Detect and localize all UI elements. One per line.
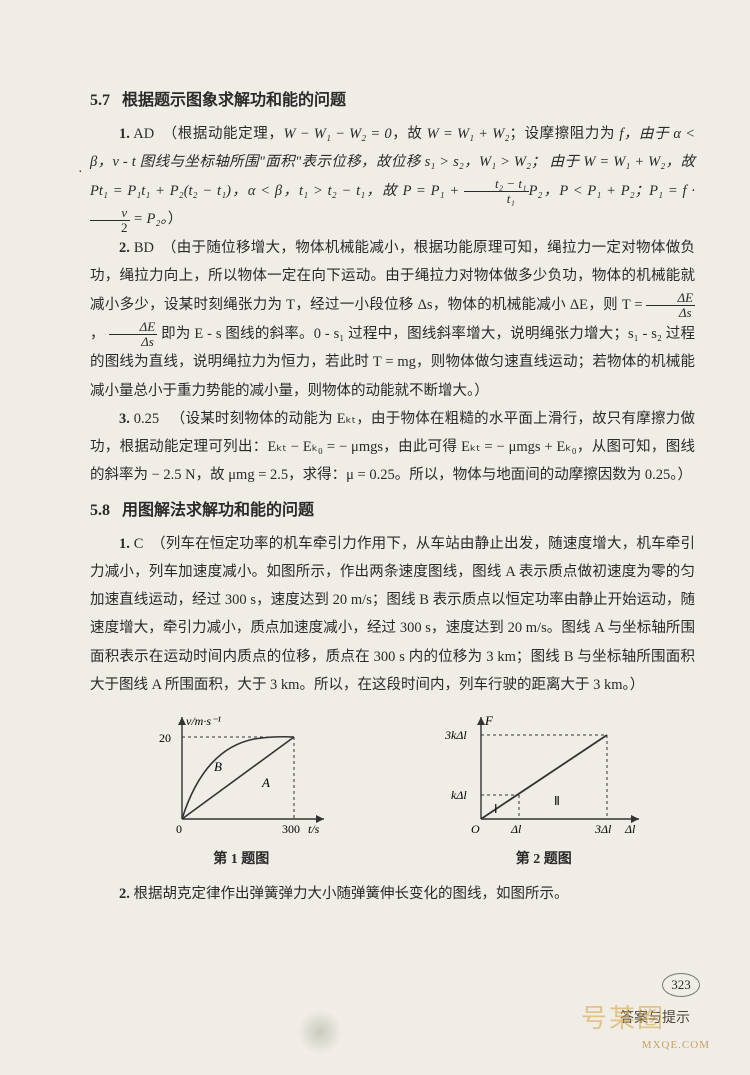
q57-3: 3. 0.25 （设某时刻物体的动能为 Eₖₜ，由于物体在粗糙的水平面上滑行，故…	[90, 405, 695, 490]
eq: W − W₁ − W₂ = 0	[283, 126, 391, 142]
page: 5.7 根据题示图象求解功和能的问题 · 1. AD （根据动能定理，W − W…	[0, 0, 750, 1075]
q58-2: 2. 根据胡克定律作出弹簧弹力大小随弹簧伸长变化的图线，如图所示。	[90, 880, 695, 908]
txt: ，	[90, 326, 105, 342]
section-number: 5.8	[90, 502, 110, 519]
section-title: 根据题示图象求解功和能的问题	[122, 92, 346, 109]
ymax-label: 20	[159, 731, 171, 745]
q-label: 2.	[119, 886, 130, 902]
figure-1: 20 v/m·s⁻¹ B A 0 300 t/s 第 1 题图	[90, 709, 393, 868]
num: t₂ − t₁	[464, 177, 529, 192]
den: 2	[90, 221, 130, 235]
figures-row: 20 v/m·s⁻¹ B A 0 300 t/s 第 1 题图	[90, 709, 695, 868]
num: ΔE	[646, 291, 695, 306]
num: ΔE	[109, 320, 158, 335]
txt: 根据动能定理，	[178, 126, 284, 142]
section-title: 用图解法求解功和能的问题	[122, 502, 314, 519]
region-1: Ⅰ	[494, 802, 498, 816]
bullet-dot: ·	[78, 165, 83, 181]
fraction: v2	[90, 206, 130, 234]
origin: 0	[176, 822, 182, 836]
den: t₁	[464, 192, 529, 206]
txt: （由于随位移增大，物体机械能减小，根据功能原理可知，绳拉力一定对物体做负功，绳拉…	[90, 240, 695, 313]
xmax-label: 300	[282, 822, 300, 836]
watermark-url: MXQE.COM	[642, 1039, 710, 1051]
eq: W = W₁ + W₂	[427, 126, 510, 142]
txt: = P₂。	[130, 211, 168, 227]
den: Δs	[646, 306, 695, 320]
ylabel: v/m·s⁻¹	[186, 714, 221, 728]
region-2: Ⅱ	[554, 794, 560, 808]
smudge-mark	[300, 1007, 340, 1057]
txt: （列车在恒定功率的机车牵引力作用下，从车站由静止出发，随速度增大，机车牵引力减小…	[90, 536, 695, 693]
fraction: ΔEΔs	[646, 291, 695, 319]
q-label: 1.	[119, 126, 130, 142]
q58-1: 1. C （列车在恒定功率的机车牵引力作用下，从车站由静止出发，随速度增大，机车…	[90, 530, 695, 700]
force-extension-graph: F 3kΔl kΔl O Δl 3Δl Δl Ⅰ Ⅱ	[439, 709, 649, 839]
velocity-time-graph: 20 v/m·s⁻¹ B A 0 300 t/s	[154, 709, 329, 839]
num: v	[90, 206, 130, 221]
fraction: t₂ − t₁t₁	[464, 177, 529, 205]
q-label: 1.	[119, 536, 130, 552]
fraction: ΔEΔs	[109, 320, 158, 348]
q57-2: 2. BD （由于随位移增大，物体机械能减小，根据功能原理可知，绳拉力一定对物体…	[90, 234, 695, 405]
q-answer: BD	[134, 240, 154, 256]
q-label: 3.	[119, 411, 130, 427]
figure-2: F 3kΔl kΔl O Δl 3Δl Δl Ⅰ Ⅱ 第 2 题图	[393, 709, 696, 868]
x1-label: Δl	[510, 822, 522, 836]
q-answer: 0.25	[134, 411, 159, 427]
section-5-7-heading: 5.7 根据题示图象求解功和能的问题	[90, 86, 695, 110]
watermark-stamp: 号某圈	[581, 998, 665, 1035]
txt: ，故	[392, 126, 427, 142]
q-label: 2.	[119, 240, 130, 256]
xlabel: Δl	[624, 822, 636, 836]
figure-2-caption: 第 2 题图	[393, 848, 696, 868]
y2-label: 3kΔl	[444, 728, 467, 742]
label-b: B	[214, 759, 222, 774]
section-5-8-heading: 5.8 用图解法求解功和能的问题	[90, 496, 695, 520]
txt: 即为 E - s 图线的斜率。0 - s₁ 过程中，图线斜率增大，说明绳张力增大…	[90, 326, 695, 399]
figure-1-caption: 第 1 题图	[90, 848, 393, 868]
txt: （设某时刻物体的动能为 Eₖₜ，由于物体在粗糙的水平面上滑行，故只有摩擦力做功，…	[90, 411, 695, 484]
page-number: 323	[662, 973, 700, 997]
txt: P₂，P < P₁ + P₂；P₁ = f ·	[529, 183, 695, 199]
x2-label: 3Δl	[594, 822, 612, 836]
q-answer: AD	[133, 126, 154, 142]
origin: O	[471, 822, 480, 836]
txt: 根据胡克定律作出弹簧弹力大小随弹簧伸长变化的图线，如图所示。	[134, 886, 569, 902]
y1-label: kΔl	[451, 788, 467, 802]
xlabel: t/s	[308, 822, 320, 836]
txt: ；设摩擦阻力为	[509, 126, 615, 142]
label-a: A	[261, 775, 270, 790]
section-number: 5.7	[90, 92, 110, 109]
q-answer: C	[134, 536, 144, 552]
den: Δs	[109, 335, 158, 349]
q57-1: 1. AD （根据动能定理，W − W₁ − W₂ = 0，故 W = W₁ +…	[90, 120, 695, 234]
ylabel: F	[484, 713, 494, 728]
